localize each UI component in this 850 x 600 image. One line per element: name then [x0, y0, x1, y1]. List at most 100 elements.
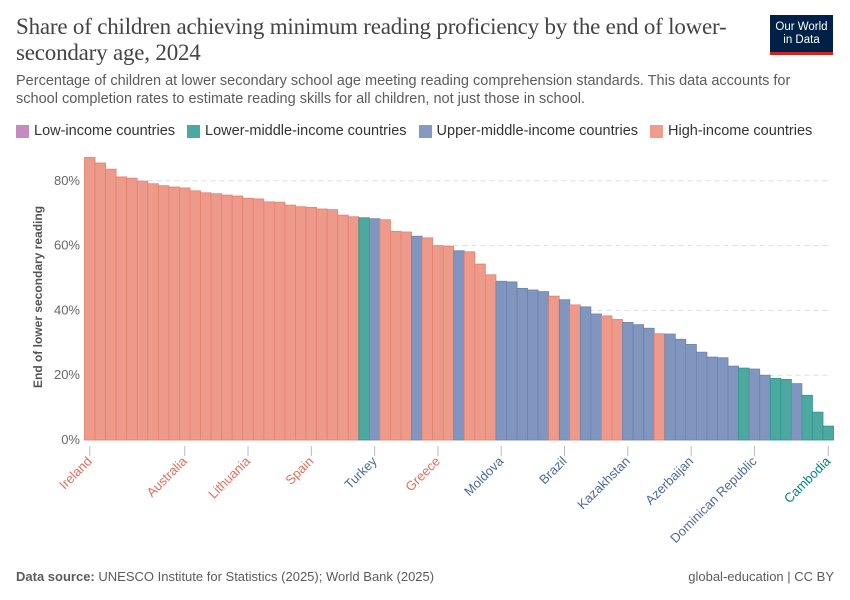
bar[interactable] — [653, 333, 666, 441]
bar[interactable] — [284, 204, 296, 441]
bar[interactable] — [273, 201, 286, 441]
legend-label: High-income countries — [668, 123, 813, 139]
chart-title: Share of children achieving minimum read… — [16, 14, 727, 65]
bar[interactable] — [506, 281, 518, 441]
bar[interactable] — [812, 411, 824, 441]
bar[interactable] — [664, 333, 676, 441]
bar[interactable] — [84, 157, 96, 441]
legend-swatch — [187, 124, 201, 138]
license[interactable]: global-education | CC BY — [688, 569, 834, 584]
legend-swatch — [650, 124, 664, 138]
bar[interactable] — [548, 295, 560, 441]
bar[interactable] — [685, 344, 697, 441]
x-tick-label: Brazil — [536, 453, 570, 487]
bar[interactable] — [368, 218, 381, 441]
bar[interactable] — [263, 201, 275, 441]
bar[interactable] — [252, 198, 265, 441]
y-axis-title: End of lower secondary reading — [31, 206, 45, 388]
bar[interactable] — [516, 287, 528, 441]
bar[interactable] — [611, 319, 623, 441]
bar[interactable] — [126, 177, 138, 441]
bar[interactable] — [579, 306, 592, 441]
bar[interactable] — [147, 183, 159, 441]
x-tick-label: Spain — [282, 454, 316, 488]
owid-logo[interactable]: Our World in Data — [770, 15, 833, 55]
bar[interactable] — [674, 338, 687, 441]
bar[interactable] — [231, 195, 244, 441]
chart-subtitle: Percentage of children at lower secondar… — [16, 73, 791, 107]
bar[interactable] — [727, 365, 739, 441]
bar[interactable] — [484, 274, 497, 441]
bar[interactable] — [717, 357, 729, 441]
bar[interactable] — [643, 327, 655, 441]
bar[interactable] — [495, 280, 507, 441]
bar[interactable] — [453, 250, 465, 441]
y-tick-label: 20% — [54, 367, 80, 382]
legend-label: Lower-middle-income countries — [205, 123, 407, 139]
bar[interactable] — [400, 231, 412, 441]
bar[interactable] — [221, 194, 233, 441]
bar[interactable] — [210, 193, 223, 441]
source-label: Data source: — [16, 569, 95, 584]
bar[interactable] — [632, 324, 645, 441]
bar[interactable] — [179, 187, 191, 441]
bar[interactable] — [115, 176, 128, 441]
bar[interactable] — [738, 367, 750, 441]
bar[interactable] — [769, 378, 782, 441]
bar[interactable] — [622, 321, 634, 441]
legend-item-high-income[interactable]: High-income countries — [650, 123, 812, 139]
bar[interactable] — [537, 291, 550, 441]
bar[interactable] — [168, 186, 180, 441]
bar[interactable] — [432, 245, 444, 441]
bar[interactable] — [200, 192, 212, 441]
bar[interactable] — [242, 197, 254, 441]
bar[interactable] — [379, 219, 391, 441]
legend-label: Low-income countries — [34, 123, 176, 139]
x-tick-label: Ireland — [56, 454, 95, 493]
x-tick-label: Kazakhstan — [574, 454, 633, 513]
x-tick-label: Lithuania — [205, 453, 253, 501]
bar[interactable] — [822, 425, 834, 441]
bar[interactable] — [305, 206, 317, 441]
bar[interactable] — [189, 190, 201, 441]
bar[interactable] — [157, 185, 170, 441]
legend-item-lower-middle-income[interactable]: Lower-middle-income countries — [187, 123, 407, 139]
x-tick-label: Turkey — [341, 453, 380, 492]
bar[interactable] — [601, 315, 613, 441]
bar[interactable] — [421, 237, 434, 441]
legend-item-low-income[interactable]: Low-income countries — [16, 123, 175, 139]
data-source: Data source: UNESCO Institute for Statis… — [16, 569, 434, 584]
bar[interactable] — [358, 217, 370, 441]
bar[interactable] — [411, 235, 423, 441]
bar[interactable] — [295, 206, 307, 441]
bar[interactable] — [748, 368, 761, 441]
bar[interactable] — [527, 289, 539, 441]
bar[interactable] — [94, 162, 107, 441]
bar[interactable] — [136, 180, 149, 441]
y-tick-label: 60% — [54, 238, 80, 253]
x-tick-label: Australia — [143, 453, 190, 500]
bar[interactable] — [105, 168, 117, 441]
bar[interactable] — [326, 209, 339, 441]
bar[interactable] — [390, 230, 402, 441]
bar[interactable] — [347, 216, 360, 441]
logo-line-2: in Data — [783, 33, 820, 46]
bar[interactable] — [337, 214, 349, 441]
bar[interactable] — [696, 351, 708, 441]
bar[interactable] — [780, 379, 792, 441]
bar[interactable] — [590, 313, 602, 441]
bar[interactable] — [569, 304, 581, 441]
logo-line-1: Our World — [775, 20, 828, 33]
bar[interactable] — [759, 374, 771, 441]
bar[interactable] — [474, 263, 486, 441]
y-tick-label: 0% — [61, 432, 80, 447]
y-tick-label: 40% — [54, 302, 80, 317]
legend-item-upper-middle-income[interactable]: Upper-middle-income countries — [418, 123, 638, 139]
bar[interactable] — [558, 299, 571, 441]
bar[interactable] — [442, 245, 455, 441]
bar[interactable] — [316, 208, 328, 441]
bar[interactable] — [706, 356, 718, 441]
bar[interactable] — [801, 394, 813, 441]
bar[interactable] — [790, 383, 803, 441]
bar[interactable] — [463, 251, 476, 441]
